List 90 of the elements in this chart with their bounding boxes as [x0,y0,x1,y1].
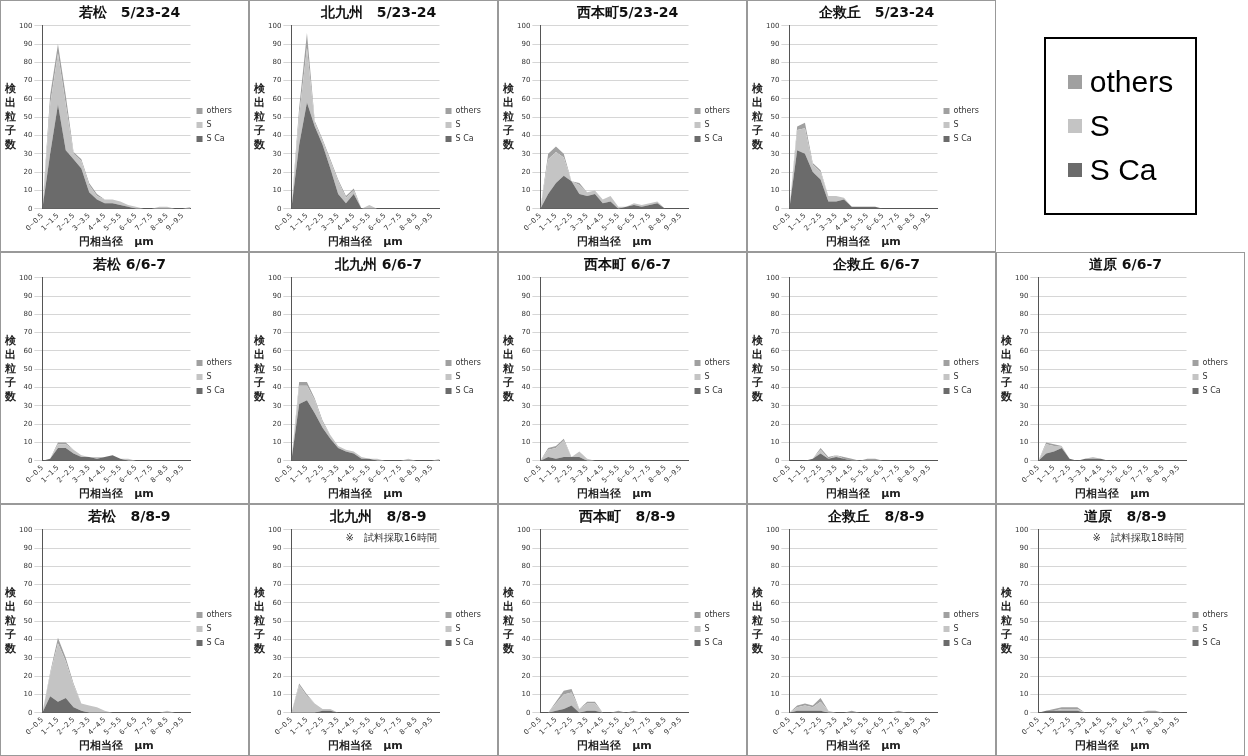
legend-label: others [953,610,979,620]
legend-label: S [455,372,461,382]
x-axis-title: 円相当径 μm [826,487,901,501]
legend-label: S [206,120,212,130]
x-axis-title: 円相当径 μm [826,739,901,753]
legend-label: S Ca [953,134,972,144]
chart-title: 西本町 8/8-9 [578,508,676,525]
x-axis-title: 円相当径 μm [79,487,154,501]
legend-label: S Ca [1202,638,1221,648]
legend-label: S Ca [704,638,723,648]
legend-label: others [704,610,730,620]
y-axis-title: 検出粒子数 [252,334,266,404]
x-axis-title: 円相当径 μm [577,739,652,753]
chart-title: 西本町 6/6-7 [582,256,672,273]
legend-label: others [455,106,481,116]
y-axis-title: 検出粒子数 [252,586,266,656]
x-axis-title: 円相当径 μm [328,739,403,753]
x-axis-title: 円相当径 μm [79,739,154,753]
legend-label: S Ca [1202,386,1221,396]
x-axis-title: 円相当径 μm [577,235,652,249]
x-axis-title: 円相当径 μm [826,235,901,249]
legend-label: others [1202,358,1228,368]
legend-label: S Ca [206,638,225,648]
legend-label: others [953,358,979,368]
legend-label: others [206,610,232,620]
chart-title: 道原 8/8-9 [1083,508,1167,525]
legend-label: S [206,372,212,382]
chart-title: 企救丘 6/6-7 [831,256,921,273]
category-label: S [1089,109,1110,142]
x-axis-title: 円相当径 μm [328,487,403,501]
x-axis-title: 円相当径 μm [328,235,403,249]
legend-label: others [953,106,979,116]
y-axis-title: 検出粒子数 [3,82,17,152]
x-axis-title: 円相当径 μm [1075,487,1150,501]
chart-title: 北九州 5/23-24 [319,4,437,21]
annotation: ※ 試料採取18時間 [1092,532,1184,544]
legend-label: S [455,120,461,130]
legend-label: S [704,120,710,130]
y-axis-title: 検出粒子数 [750,82,764,152]
legend-label: others [455,610,481,620]
legend-card: others S S Ca [1043,37,1198,215]
legend-label: S Ca [455,386,474,396]
y-axis-title: 検出粒子数 [501,586,515,656]
category-label: others [1089,65,1174,98]
x-axis-title: 円相当径 μm [79,235,154,249]
y-axis-title: 検出粒子数 [3,586,17,656]
chart-title: 若松 5/23-24 [77,4,181,21]
legend-label: others [455,358,481,368]
legend-label: S Ca [953,638,972,648]
legend-label: S Ca [704,386,723,396]
legend-label: S [953,120,959,130]
y-axis-title: 検出粒子数 [3,334,17,404]
legend-label: others [1202,610,1228,620]
legend-label: S Ca [206,386,225,396]
legend-label: S Ca [704,134,723,144]
legend-label: others [704,358,730,368]
legend-label: others [206,106,232,116]
y-axis-title: 検出粒子数 [750,334,764,404]
y-axis-title: 検出粒子数 [252,82,266,152]
category-label: S Ca [1089,153,1157,186]
y-axis-title: 検出粒子数 [999,586,1013,656]
legend-label: S [704,372,710,382]
legend-label: S Ca [455,638,474,648]
chart-title: 道原 6/6-7 [1087,256,1163,273]
legend-label: S Ca [455,134,474,144]
legend-label: S [953,372,959,382]
legend-label: S Ca [206,134,225,144]
chart-title: 若松 6/6-7 [91,256,167,273]
legend-label: S [953,624,959,634]
y-axis-title: 検出粒子数 [999,334,1013,404]
legend-label: S Ca [953,386,972,396]
chart-title: 企救丘 5/23-24 [817,4,935,21]
y-axis-title: 検出粒子数 [750,586,764,656]
chart-title: 企救丘 8/8-9 [827,508,925,525]
legend-label: S [206,624,212,634]
y-axis-title: 検出粒子数 [501,334,515,404]
chart-title: 北九州 8/8-9 [329,508,427,525]
chart-title: 北九州 6/6-7 [333,256,423,273]
chart-title: 若松 8/8-9 [87,508,171,525]
legend-label: S [1202,372,1208,382]
x-axis-title: 円相当径 μm [577,487,652,501]
x-axis-title: 円相当径 μm [1075,739,1150,753]
legend-label: S [455,624,461,634]
legend-label: others [206,358,232,368]
chart-title: 西本町5/23-24 [575,4,679,21]
annotation: ※ 試料採取16時間 [345,532,437,544]
legend-label: S [704,624,710,634]
legend-label: others [704,106,730,116]
y-axis-title: 検出粒子数 [501,82,515,152]
legend-label: S [1202,624,1208,634]
